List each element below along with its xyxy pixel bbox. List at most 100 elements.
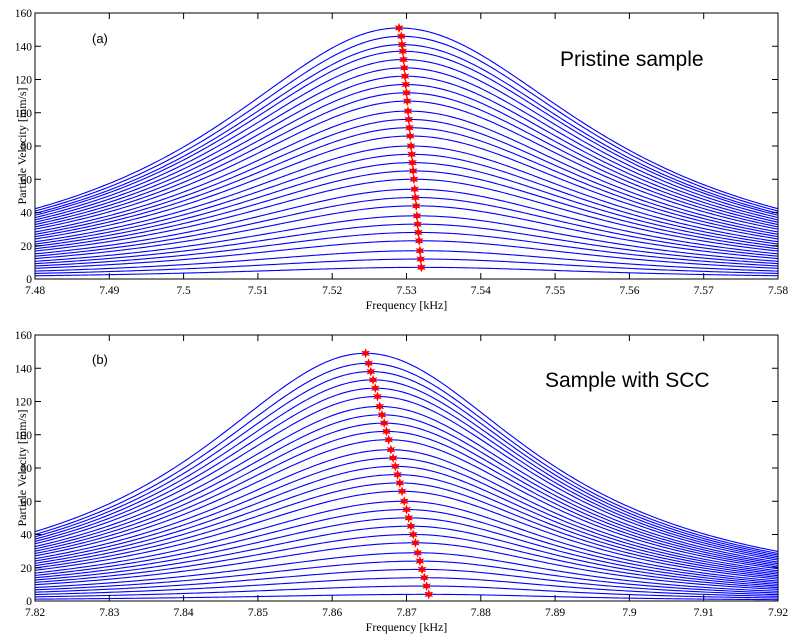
resonance-curve — [34, 482, 779, 578]
peak-marker — [422, 580, 431, 592]
resonance-curve — [34, 145, 779, 243]
y-tick-label: 40 — [21, 530, 33, 542]
peak-marker — [419, 572, 429, 583]
resonance-curve — [34, 422, 779, 566]
resonance-curve — [34, 395, 779, 561]
peak-marker — [364, 358, 373, 369]
resonance-curve — [34, 153, 779, 245]
peak-marker — [390, 461, 400, 472]
x-tick-label: 7.54 — [471, 285, 491, 297]
x-tick-label: 7.52 — [322, 285, 342, 297]
resonance-curve — [34, 127, 779, 238]
resonance-curve — [34, 371, 779, 556]
peak-markers-group — [394, 22, 426, 273]
annotation: Sample with SCC — [545, 369, 710, 392]
peak-marker — [415, 556, 425, 567]
curves-group — [34, 352, 779, 601]
y-tick-label: 100 — [15, 430, 33, 442]
peak-marker — [399, 496, 409, 507]
resonance-curve — [34, 525, 779, 587]
peak-marker — [407, 149, 417, 160]
y-tick-label: 40 — [21, 208, 33, 220]
resonance-curve — [34, 474, 779, 577]
x-tick-label: 7.84 — [174, 607, 194, 619]
peak-marker — [404, 512, 414, 523]
resonance-curve — [34, 560, 779, 594]
peak-marker — [411, 192, 420, 203]
resonance-curve — [34, 223, 779, 265]
peak-marker — [413, 219, 423, 230]
x-tick-label: 7.83 — [99, 607, 119, 619]
resonance-curve — [34, 135, 779, 240]
x-tick-label: 7.92 — [768, 607, 788, 619]
resonance-curve — [34, 178, 779, 252]
resonance-curve — [34, 465, 779, 575]
peak-marker — [413, 547, 423, 558]
peak-marker — [384, 434, 394, 445]
peak-marker — [379, 418, 389, 429]
x-tick-label: 7.87 — [396, 607, 416, 619]
y-tick-label: 160 — [15, 8, 33, 20]
peak-marker — [368, 374, 378, 385]
x-axis-label: Frequency [kHz] — [366, 620, 448, 634]
y-tick-label: 100 — [15, 108, 33, 120]
resonance-curve — [34, 266, 779, 277]
resonance-curve — [34, 27, 779, 210]
peak-marker — [403, 106, 413, 117]
resonance-curve — [34, 58, 779, 219]
peak-marker — [382, 426, 391, 437]
resonance-curve — [34, 205, 779, 260]
peak-marker — [397, 39, 407, 50]
resonance-curve — [34, 196, 779, 257]
x-tick-label: 7.5 — [176, 285, 191, 297]
panel-label: (a) — [92, 31, 108, 46]
peak-marker — [398, 46, 408, 57]
resonance-curve — [34, 215, 779, 262]
peak-marker — [402, 87, 411, 98]
resonance-curve — [34, 162, 779, 247]
panel-label: (b) — [92, 352, 108, 367]
peak-marker — [408, 165, 418, 177]
resonance-curve — [34, 387, 779, 559]
y-axis-label: Particle Velocity [mm/s] — [15, 87, 29, 204]
peak-marker — [399, 62, 409, 73]
resonance-curve — [34, 542, 779, 590]
resonance-curve — [34, 231, 779, 267]
resonance-curve — [34, 379, 779, 558]
resonance-curve — [34, 50, 779, 216]
resonance-curve — [34, 568, 779, 596]
resonance-curve — [34, 405, 779, 563]
resonance-curve — [34, 577, 779, 597]
y-axis-label: Particle Velocity [mm/s] — [15, 409, 29, 526]
peak-marker — [416, 253, 425, 265]
panel-b: 7.82 7.83 7.84 7.85 7.86 7.87 7.88 7.89 7.9 7.91 7… — [15, 330, 789, 634]
peak-marker — [410, 184, 420, 195]
peak-markers-group — [361, 348, 434, 600]
resonance-curve — [34, 170, 779, 250]
resonance-curve — [34, 533, 779, 589]
x-axis-label: Frequency [kHz] — [366, 298, 448, 312]
peak-marker — [409, 174, 419, 185]
peak-marker — [405, 130, 415, 142]
x-tick-label: 7.89 — [545, 607, 565, 619]
x-tick-label: 7.55 — [545, 285, 565, 297]
x-tick-label: 7.53 — [396, 285, 416, 297]
x-ticks-group: 7.48 7.49 7.5 7.51 7.52 7.53 7.54 7.55 7.56 7.57 7… — [25, 13, 788, 297]
peak-marker — [366, 366, 376, 377]
peak-marker — [377, 409, 387, 420]
peak-marker — [396, 31, 406, 42]
peak-marker — [424, 589, 434, 600]
y-tick-label: 80 — [21, 463, 33, 475]
y-tick-label: 0 — [26, 274, 32, 286]
peak-marker — [386, 444, 396, 455]
peak-marker — [406, 521, 416, 532]
panel-a: 7.48 7.49 7.5 7.51 7.52 7.53 7.54 7.55 7.56 7.57 7… — [15, 8, 789, 312]
resonance-curve — [34, 118, 779, 235]
y-tick-label: 20 — [21, 241, 33, 253]
peak-marker — [412, 210, 422, 221]
peak-marker — [415, 245, 425, 256]
peak-marker — [370, 383, 380, 394]
peak-marker — [408, 529, 418, 540]
resonance-curve — [34, 362, 779, 554]
